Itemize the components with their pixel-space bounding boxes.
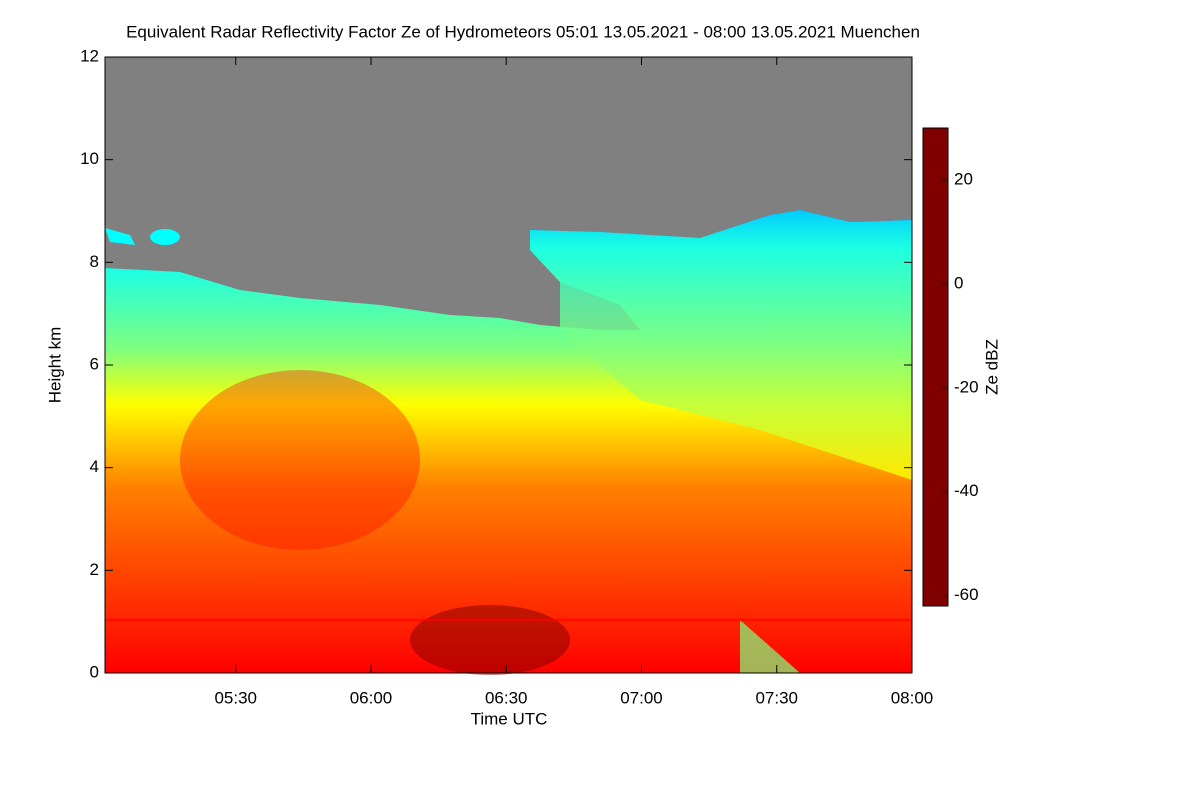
- radar-echo-upper: [530, 210, 912, 480]
- colorbar-tick-label: -40: [954, 481, 979, 500]
- radar-echo-patch: [105, 228, 135, 245]
- radar-echo-patch: [150, 229, 180, 245]
- x-tick-label: 08:00: [891, 688, 934, 707]
- colorbar-tick-label: 0: [954, 273, 963, 292]
- y-axis-label: Height km: [45, 327, 64, 404]
- y-tick-label: 2: [90, 560, 99, 579]
- radar-echo-light: [740, 620, 800, 673]
- x-tick-label: 06:00: [350, 688, 393, 707]
- colorbar-tick-label: 20: [954, 169, 973, 188]
- radar-echo-core: [180, 370, 420, 550]
- y-tick-label: 0: [90, 662, 99, 681]
- x-tick-label: 07:30: [755, 688, 798, 707]
- y-tick-label: 8: [90, 252, 99, 271]
- x-tick-label: 06:30: [485, 688, 528, 707]
- colorbar-tick-label: -60: [954, 585, 979, 604]
- x-axis-label: Time UTC: [471, 709, 548, 728]
- colorbar-label: Ze dBZ: [982, 339, 1001, 395]
- chart-title: Equivalent Radar Reflectivity Factor Ze …: [126, 22, 920, 41]
- radar-echo-core: [410, 605, 570, 675]
- y-tick-label: 12: [80, 46, 99, 65]
- colorbar: [922, 127, 949, 607]
- colorbar-tick-label: -20: [954, 377, 979, 396]
- x-tick-label: 07:00: [620, 688, 663, 707]
- y-tick-label: 4: [90, 457, 99, 476]
- x-tick-label: 05:30: [214, 688, 257, 707]
- y-tick-label: 10: [80, 149, 99, 168]
- y-tick-label: 6: [90, 354, 99, 373]
